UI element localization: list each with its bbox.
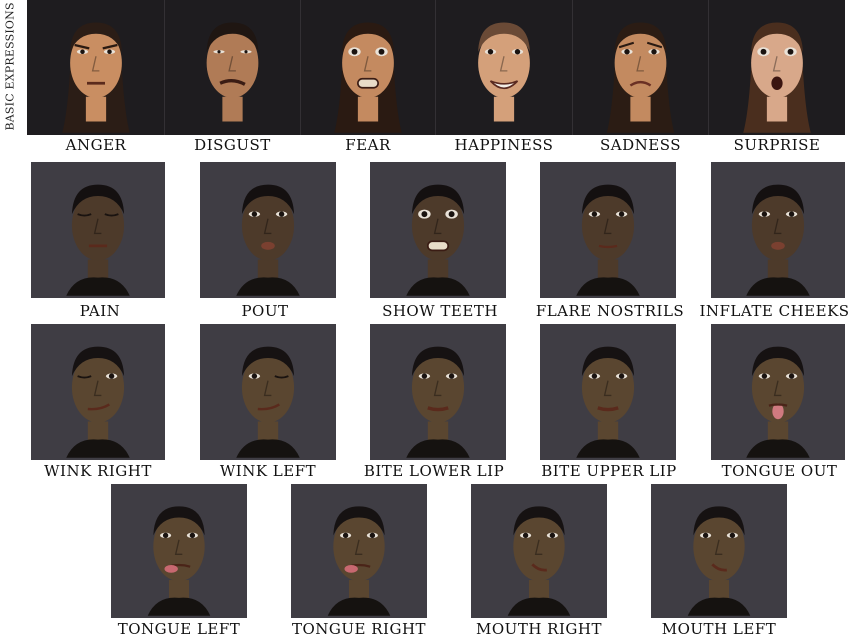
expression-row2-4-label: FLARE NOSTRILS — [535, 302, 685, 320]
expression-row4-1-label: TONGUE LEFT — [117, 620, 241, 638]
expression-row4-1-image — [111, 484, 247, 618]
basic-expression-4-label: HAPPINESS — [454, 136, 554, 154]
expression-row3-2-image — [200, 324, 336, 460]
expression-row4-2-label: TONGUE RIGHT — [291, 620, 427, 638]
basic-expression-6-image — [709, 0, 845, 135]
expression-row2-4-image — [540, 162, 676, 298]
basic-expression-5-label: SADNESS — [600, 136, 681, 154]
expression-row4-3-image — [471, 484, 607, 618]
expression-row3-3-label: BITE LOWER LIP — [363, 462, 505, 480]
expression-row2-5-image — [711, 162, 845, 298]
basic-expression-2-label: DISGUST — [194, 136, 271, 154]
expression-row3-4-label: BITE UPPER LIP — [541, 462, 677, 480]
expression-row2-3-label: SHOW TEETH — [382, 302, 498, 320]
strip-divider — [164, 0, 165, 135]
basic-expression-3-image — [301, 0, 435, 135]
expression-row3-1-image — [31, 324, 165, 460]
expression-row3-2-label: WINK LEFT — [219, 462, 317, 480]
expression-row2-5-label: INFLATE CHEEKS — [699, 302, 850, 320]
basic-expression-4-image — [436, 0, 572, 135]
basic-expression-2-image — [165, 0, 300, 135]
basic-expression-6-label: SURPRISE — [733, 136, 821, 154]
expression-row4-3-label: MOUTH RIGHT — [476, 620, 602, 638]
expression-row4-4-label: MOUTH LEFT — [661, 620, 777, 638]
side-label-basic-expressions: BASIC EXPRESSIONS — [3, 2, 17, 131]
expression-row3-3-image — [370, 324, 506, 460]
expression-row3-5-image — [711, 324, 845, 460]
expression-row4-4-image — [651, 484, 787, 618]
expression-row2-1-image — [31, 162, 165, 298]
expression-row2-2-label: POUT — [241, 302, 289, 320]
basic-expression-3-label: FEAR — [345, 136, 391, 154]
strip-divider — [300, 0, 301, 135]
strip-divider — [435, 0, 436, 135]
expression-row4-2-image — [291, 484, 427, 618]
expression-row2-3-image — [370, 162, 506, 298]
basic-expression-1-image — [28, 0, 164, 135]
basic-expression-5-image — [573, 0, 708, 135]
expression-row3-4-image — [540, 324, 676, 460]
basic-expression-1-label: ANGER — [65, 136, 127, 154]
expression-row3-1-label: WINK RIGHT — [44, 462, 152, 480]
strip-divider — [708, 0, 709, 135]
expression-row2-1-label: PAIN — [79, 302, 121, 320]
strip-divider — [572, 0, 573, 135]
expression-row2-2-image — [200, 162, 336, 298]
expression-row3-5-label: TONGUE OUT — [721, 462, 838, 480]
